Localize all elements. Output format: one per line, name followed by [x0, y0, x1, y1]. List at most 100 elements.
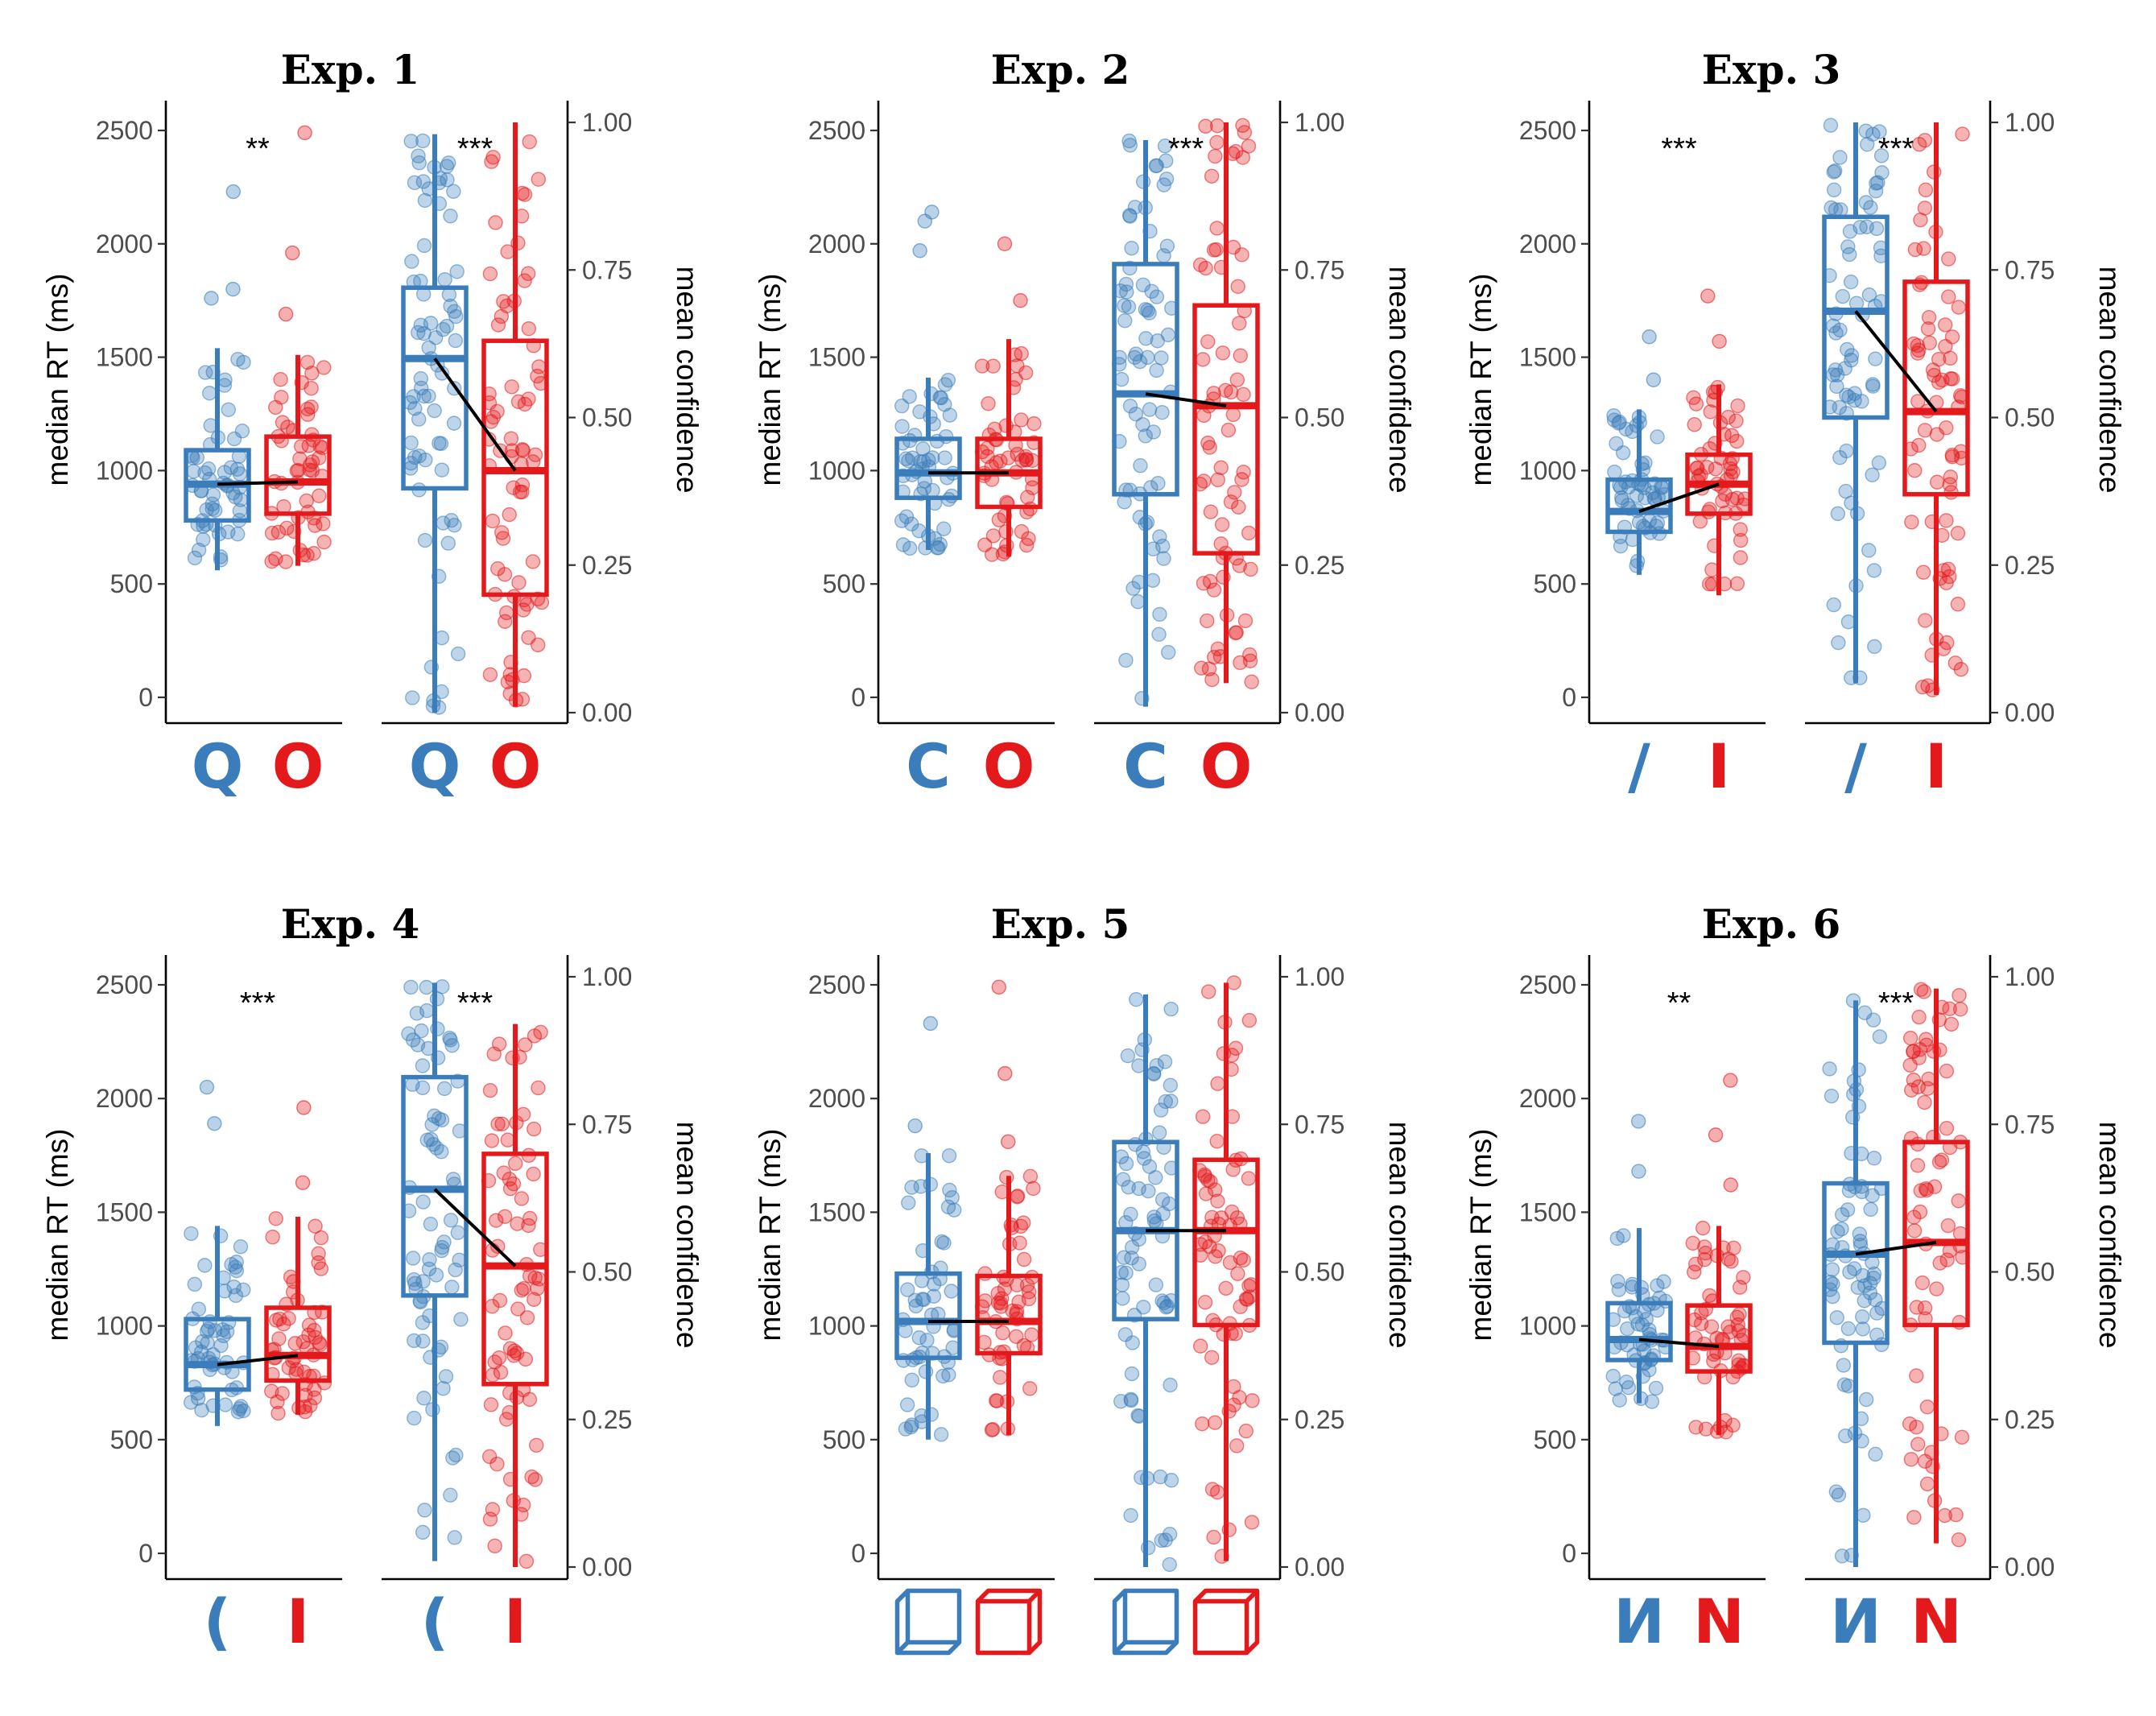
data-point [1733, 550, 1749, 565]
data-point [1213, 460, 1229, 476]
data-point [500, 1132, 515, 1147]
data-point [1951, 1532, 1967, 1548]
data-point [1209, 221, 1225, 236]
data-point [1829, 1310, 1844, 1325]
data-point [510, 394, 527, 410]
data-point [1835, 288, 1851, 304]
data-point [985, 358, 1001, 374]
data-point [1162, 1557, 1177, 1573]
data-point [217, 1284, 233, 1299]
data-point [299, 401, 316, 417]
data-point [527, 1028, 543, 1044]
data-point [527, 1121, 542, 1137]
data-point [1150, 333, 1165, 349]
data-point [1123, 1206, 1138, 1222]
data-point [288, 1366, 304, 1381]
rt-box-blue [183, 1079, 251, 1426]
box [1112, 262, 1179, 497]
data-point [444, 1038, 460, 1053]
rt-box-red [1685, 288, 1753, 596]
data-point [1242, 653, 1258, 668]
data-point [434, 462, 450, 478]
conf-tick-label: 0.25 [582, 551, 632, 580]
data-point [1161, 644, 1176, 660]
data-point [1916, 241, 1931, 256]
data-point [1156, 551, 1171, 566]
data-point [482, 266, 498, 282]
data-point [1206, 1529, 1221, 1545]
stimulus-label-blue: C [1123, 730, 1168, 802]
data-point [1152, 1469, 1168, 1485]
data-point [407, 1410, 422, 1426]
data-point [448, 333, 464, 349]
data-point [483, 1397, 499, 1412]
data-point [313, 1230, 329, 1246]
outlier-point [923, 1015, 938, 1032]
data-point [1939, 635, 1955, 651]
data-point [1124, 241, 1139, 256]
data-point [518, 1351, 534, 1367]
data-point [304, 380, 319, 396]
data-point [485, 1298, 500, 1314]
data-point [499, 1412, 514, 1427]
panel-exp-2: Exp. 2 0 500 1000 1500 2000 2500 median RT (ms)… [754, 46, 1416, 802]
data-point [1855, 1321, 1871, 1337]
data-point [184, 1226, 199, 1242]
data-point [264, 553, 279, 569]
conf-box-blue [1112, 133, 1179, 707]
data-point [1840, 614, 1857, 630]
data-point [1225, 407, 1241, 423]
stimulus-label-blue: ( [421, 1586, 449, 1657]
data-point [894, 419, 910, 434]
data-point [1917, 1094, 1932, 1110]
data-point [1704, 1319, 1720, 1334]
data-point [1118, 1156, 1134, 1172]
rt-box-red [974, 236, 1043, 562]
conf-tick-label: 0.25 [2005, 1405, 2055, 1434]
data-point [1854, 394, 1869, 409]
data-point [1156, 177, 1171, 192]
stimulus-label-red: O [983, 730, 1035, 802]
data-point [204, 496, 220, 512]
data-point [1151, 1125, 1167, 1140]
data-point [1609, 1230, 1625, 1247]
data-point [1840, 1202, 1856, 1218]
data-point [1157, 139, 1173, 154]
data-point [1208, 148, 1223, 164]
conf-significance: *** [457, 986, 494, 1020]
data-point [1952, 1226, 1968, 1242]
data-point [1918, 182, 1934, 198]
data-point [499, 605, 514, 621]
data-point [1722, 456, 1738, 472]
rt-tick-label: 2000 [1519, 229, 1576, 258]
data-point [1163, 1094, 1179, 1109]
data-point [1852, 220, 1868, 235]
stimulus-label-blue: И [1830, 1586, 1881, 1657]
data-point [1118, 276, 1134, 292]
data-point [268, 1313, 284, 1328]
data-point [1156, 1295, 1172, 1311]
data-point [527, 447, 543, 462]
data-point [1019, 537, 1035, 553]
data-point [482, 667, 498, 682]
data-point [1154, 1293, 1170, 1309]
rt-box-blue [1605, 1114, 1674, 1409]
data-point [1687, 1312, 1703, 1328]
data-point [1950, 525, 1966, 541]
cube-edge [1245, 1589, 1259, 1603]
data-point [1026, 416, 1042, 432]
data-point [1918, 613, 1933, 628]
rt-tick-label: 2500 [1519, 116, 1576, 145]
data-point [1865, 467, 1880, 482]
data-point [236, 1282, 251, 1297]
data-point [1138, 331, 1154, 346]
cube-right-icon [1192, 1588, 1260, 1656]
data-point [1010, 1189, 1026, 1204]
data-point [515, 443, 531, 458]
data-point [1904, 515, 1919, 530]
data-point [316, 360, 332, 375]
data-point [1828, 362, 1844, 378]
data-point [1243, 561, 1258, 577]
rt-tick-label: 0 [851, 1539, 865, 1568]
rt-tick-label: 1500 [96, 343, 153, 372]
